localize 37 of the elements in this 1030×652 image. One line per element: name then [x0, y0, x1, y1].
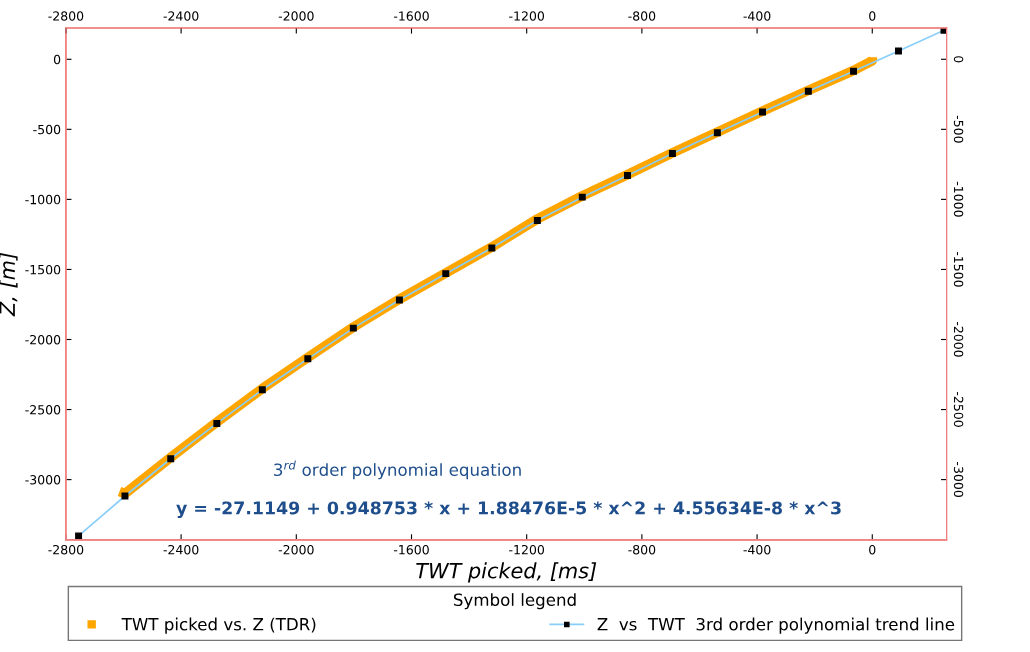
y2-tick-label: -2000	[953, 321, 964, 357]
x-axis-title: TWT picked, [ms]	[416, 562, 597, 583]
x-tick-label: -2800	[48, 544, 84, 555]
x2-tick-label: -2800	[48, 11, 84, 21]
legend-label: Z vs TWT 3rd order polynomial trend line	[597, 617, 955, 634]
annotation: 3$^{rd}$ order polynomial equation	[274, 460, 521, 480]
y2-tick-label: -2500	[953, 392, 964, 427]
x-tick-label: -2000	[278, 544, 314, 555]
y-tick-label: -1500	[25, 264, 61, 275]
y2-tick-label: -1500	[953, 251, 964, 287]
x2-tick-label: -2400	[163, 11, 199, 21]
x2-tick-label: -800	[628, 11, 656, 21]
y-tick-label: -500	[33, 124, 61, 135]
x-tick-label: -400	[743, 544, 771, 555]
x2-tick-label: -1600	[393, 11, 429, 21]
x-tick-label: -2400	[163, 544, 199, 555]
y2-tick-label: -500	[953, 115, 964, 143]
y-axis-title: Z, [m]	[0, 252, 18, 317]
y-tick-label: 0	[53, 54, 61, 65]
legend-title: Symbol legend	[453, 593, 576, 610]
x-tick-label: -1600	[393, 544, 429, 555]
x2-tick-label: -400	[743, 11, 771, 21]
y-tick-label: -3000	[25, 475, 61, 485]
y-tick-label: -2000	[25, 334, 61, 345]
legend-label: TWT picked vs. Z (TDR)	[121, 617, 316, 634]
y-tick-label: -2500	[25, 405, 61, 415]
x2-tick-label: -1200	[509, 11, 545, 21]
x2-tick-label: -2000	[278, 11, 314, 21]
y2-tick-label: -3000	[953, 462, 964, 497]
annotation: y = -27.1149 + 0.948753 * x + 1.88476E-5 * x^2 + 4.55634E-8 * x^3	[176, 501, 841, 519]
x-tick-label: 0	[869, 544, 876, 555]
y2-tick-label: -1000	[953, 181, 964, 217]
y-tick-label: -1000	[25, 194, 61, 205]
x-tick-label: -1200	[509, 544, 545, 555]
x2-tick-label: 0	[869, 11, 876, 21]
y2-tick-label: 0	[953, 56, 964, 63]
x-tick-label: -800	[628, 544, 656, 555]
